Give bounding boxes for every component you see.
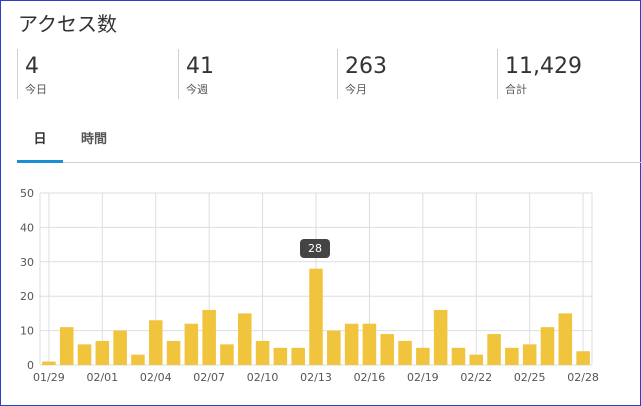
stat-month-label: 今月 [345, 83, 367, 96]
bar[interactable] [95, 340, 110, 365]
stat-week-value: 41 [186, 54, 214, 79]
bar[interactable] [522, 344, 537, 365]
bar[interactable] [540, 327, 555, 365]
x-tick-label: 02/28 [567, 371, 599, 384]
tab-hour[interactable]: 時間 [80, 132, 107, 147]
x-tick-label: 01/29 [33, 371, 65, 384]
bar[interactable] [416, 347, 430, 365]
bar[interactable] [433, 309, 448, 365]
stat-week: 41 今週 [178, 49, 336, 99]
x-tick-label: 02/22 [460, 371, 492, 384]
x-tick-label: 02/04 [140, 371, 172, 384]
bar[interactable] [273, 347, 288, 365]
bar[interactable] [291, 347, 305, 365]
stat-today-value: 4 [25, 54, 39, 79]
bar[interactable] [184, 323, 199, 365]
bar[interactable] [255, 340, 270, 365]
chart-bars [42, 268, 590, 365]
bar[interactable] [202, 309, 216, 365]
stat-total: 11,429 合計 [497, 49, 635, 99]
bar[interactable] [59, 327, 74, 365]
bar[interactable] [77, 344, 92, 365]
bar[interactable] [451, 347, 466, 365]
bar[interactable] [505, 347, 519, 365]
stat-today: 4 今日 [17, 49, 175, 99]
stat-month-value: 263 [345, 54, 387, 79]
x-tick-label: 02/01 [86, 371, 118, 384]
bar-tooltip: 28 [300, 238, 330, 258]
bar[interactable] [238, 313, 252, 365]
bar[interactable] [113, 330, 127, 365]
stat-week-label: 今週 [186, 83, 208, 96]
y-tick-label: 50 [20, 187, 34, 200]
bar[interactable] [380, 334, 394, 365]
bar[interactable] [344, 323, 359, 365]
y-tick-label: 10 [20, 325, 34, 338]
x-tick-label: 02/25 [514, 371, 546, 384]
y-tick-label: 30 [20, 256, 34, 269]
bar[interactable] [166, 340, 181, 365]
y-tick-label: 40 [20, 221, 34, 234]
bar[interactable] [362, 323, 377, 365]
x-tick-label: 02/19 [407, 371, 439, 384]
bar[interactable] [42, 361, 56, 365]
x-tick-label: 02/10 [247, 371, 279, 384]
stat-today-label: 今日 [25, 83, 47, 96]
bar[interactable] [398, 340, 412, 365]
stat-month: 263 今月 [337, 49, 495, 99]
page-title: アクセス数 [18, 12, 117, 36]
y-tick-label: 20 [20, 290, 34, 303]
stat-total-label: 合計 [505, 83, 527, 96]
stats-row: 4 今日 41 今週 263 今月 11,429 合計 [17, 49, 641, 101]
bar[interactable] [576, 351, 590, 365]
access-bar-chart: 0 10 20 30 40 50 01/29 02/01 02/04 02/07 02/10 02/… [20, 187, 599, 384]
bar[interactable] [309, 268, 323, 365]
bar[interactable] [131, 354, 145, 365]
bar[interactable] [327, 330, 341, 365]
x-tick-label: 02/07 [193, 371, 225, 384]
x-tick-label: 02/16 [354, 371, 386, 384]
y-tick-label: 0 [27, 359, 34, 372]
chart-grid [39, 192, 593, 366]
x-tick-label: 02/13 [300, 371, 332, 384]
bar[interactable] [469, 354, 484, 365]
bar[interactable] [558, 313, 573, 365]
bar[interactable] [487, 334, 501, 365]
tab-bar: 日 時間 [17, 122, 641, 163]
bar[interactable] [220, 344, 234, 365]
tab-day[interactable]: 日 [17, 128, 63, 163]
bar[interactable] [148, 320, 163, 365]
y-axis-ticks: 0 10 20 30 40 50 [20, 187, 34, 372]
stat-total-value: 11,429 [505, 54, 582, 79]
x-axis-ticks: 01/29 02/01 02/04 02/07 02/10 02/13 02/16 02/19… [33, 371, 599, 384]
